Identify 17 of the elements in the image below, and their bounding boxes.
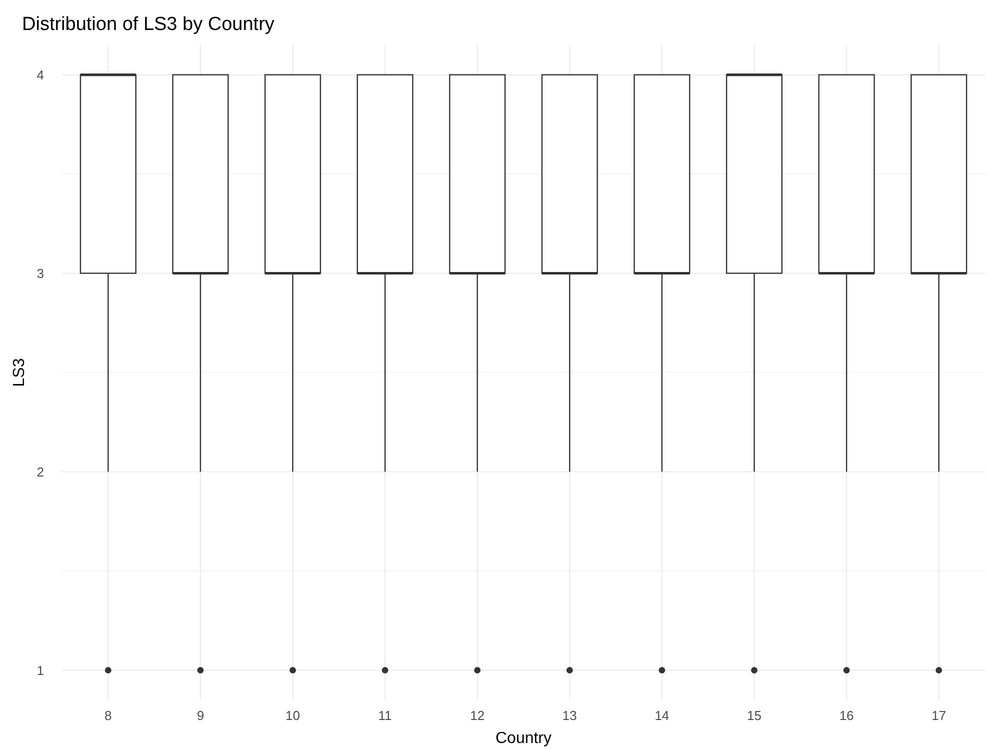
y-tick-label: 2 xyxy=(36,464,44,480)
y-tick-label: 3 xyxy=(36,266,44,281)
x-tick-label: 12 xyxy=(470,708,485,723)
x-tick-label: 8 xyxy=(104,708,112,723)
x-tick-label: 9 xyxy=(196,708,204,723)
x-tick-label: 10 xyxy=(286,708,300,723)
x-tick-label: 16 xyxy=(839,708,854,723)
y-tick-label: 4 xyxy=(36,67,44,82)
x-axis-title: Country xyxy=(495,730,552,747)
y-tick-label: 1 xyxy=(36,662,44,678)
x-tick-label: 11 xyxy=(378,708,392,723)
x-tick-label: 13 xyxy=(562,708,577,723)
chart-title: Distribution of LS3 by Country xyxy=(22,14,275,35)
x-tick-label: 14 xyxy=(654,708,670,723)
x-tick-label: 15 xyxy=(747,708,762,723)
y-axis-title: LS3 xyxy=(11,358,28,387)
x-tick-label: 17 xyxy=(932,708,946,723)
